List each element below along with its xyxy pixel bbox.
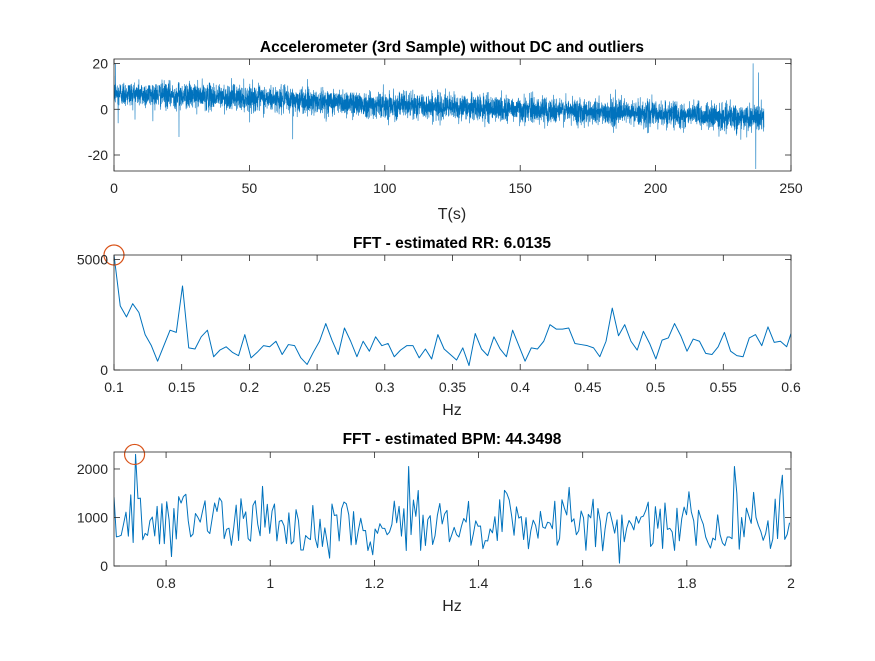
fft-bpm-x-tick-label: 1.4 xyxy=(469,575,489,591)
fft-bpm-x-tick-label: 1.6 xyxy=(573,575,593,591)
accelerometer-chart-title: Accelerometer (3rd Sample) without DC an… xyxy=(260,39,644,56)
accelerometer-x-tick-label: 50 xyxy=(242,180,258,196)
accelerometer-panel: Accelerometer (3rd Sample) without DC an… xyxy=(88,39,803,223)
fft-bpm-x-tick-label: 1.2 xyxy=(365,575,385,591)
fft-bpm-y-tick-label: 2000 xyxy=(77,461,108,477)
fft-bpm-plot-area xyxy=(114,452,791,566)
fft-bpm-y-tick-label: 1000 xyxy=(77,509,108,525)
fft-bpm-axes-frame xyxy=(113,451,792,567)
accelerometer-marks xyxy=(114,63,765,170)
fft-bpm-peak-marker xyxy=(123,443,146,466)
accelerometer-x-tick-label: 100 xyxy=(373,180,397,196)
fft-rr-plot-area xyxy=(114,255,791,370)
fft-rr-axes: 0.1 0.15 0.2 0.25 0.3 0.35 0.4 0.45 0.5 0.55 0.6 0 5… xyxy=(77,251,801,395)
fft-rr-y-tick-label: 5000 xyxy=(77,251,108,267)
accelerometer-x-tick-label: 200 xyxy=(644,180,668,196)
fft-bpm-x-tick-label: 1.8 xyxy=(677,575,697,591)
fft-bpm-series-line xyxy=(114,453,791,564)
fft-rr-series-line xyxy=(114,255,791,367)
fft-rr-x-tick-label: 0.1 xyxy=(104,379,124,395)
accelerometer-y-tick-label: 0 xyxy=(100,101,108,117)
fft-bpm-x-tick-label: 2 xyxy=(787,575,795,591)
fft-rr-chart-title: FFT - estimated RR: 6.0135 xyxy=(353,235,551,252)
fft-bpm-axes: 0.8 1 1.2 1.4 1.6 1.8 2 0 1000 2000 xyxy=(77,451,795,591)
fft-bpm-x-axis-label: Hz xyxy=(442,598,462,615)
fft-bpm-y-tick-label: 0 xyxy=(100,558,108,574)
fft-bpm-x-tick-label: 0.8 xyxy=(156,575,176,591)
fft-rr-x-tick-label: 0.6 xyxy=(781,379,801,395)
fft-rr-panel: FFT - estimated RR: 6.0135 0.1 0.15 0.2 0.2… xyxy=(77,235,801,419)
fft-rr-x-tick-label: 0.5 xyxy=(646,379,666,395)
accelerometer-x-axis-label: T(s) xyxy=(438,206,466,223)
fft-rr-x-tick-label: 0.35 xyxy=(439,379,466,395)
accelerometer-x-tick-label: 250 xyxy=(779,180,803,196)
fft-bpm-panel: FFT - estimated BPM: 44.3498 0.8 1 1.2 1.4 1… xyxy=(77,431,795,615)
fft-bpm-x-tick-label: 1 xyxy=(266,575,274,591)
fft-rr-x-tick-label: 0.15 xyxy=(168,379,195,395)
accelerometer-axes-frame xyxy=(113,58,792,172)
fft-rr-x-tick-label: 0.45 xyxy=(574,379,601,395)
fft-rr-y-tick-label: 0 xyxy=(100,362,108,378)
fft-rr-x-tick-label: 0.55 xyxy=(710,379,737,395)
accelerometer-x-tick-label: 150 xyxy=(509,180,533,196)
fft-rr-x-axis-label: Hz xyxy=(442,402,462,419)
fft-bpm-chart-title: FFT - estimated BPM: 44.3498 xyxy=(343,431,562,448)
accelerometer-y-tick-label: 20 xyxy=(92,56,108,72)
accelerometer-y-tick-label: -20 xyxy=(88,147,108,163)
fft-rr-x-tick-label: 0.4 xyxy=(510,379,530,395)
fft-rr-x-tick-label: 0.3 xyxy=(375,379,395,395)
accelerometer-axes: 0 50 100 150 200 250 -20 0 20 xyxy=(88,56,803,196)
fft-rr-x-tick-label: 0.25 xyxy=(303,379,330,395)
accelerometer-x-tick-label: 0 xyxy=(110,180,118,196)
fft-bpm-marks xyxy=(114,443,791,564)
accelerometer-series-line xyxy=(114,63,765,170)
fft-rr-x-tick-label: 0.2 xyxy=(240,379,260,395)
